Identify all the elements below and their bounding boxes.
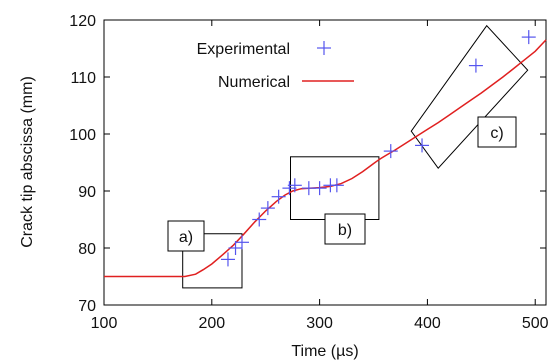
y-axis-label: Crack tip abscissa (mm)	[19, 76, 36, 248]
x-axis-label: Time (µs)	[291, 343, 358, 360]
annotation-label: b)	[338, 222, 352, 239]
experimental-point	[415, 138, 430, 153]
x-tick-label: 400	[414, 315, 441, 332]
experimental-point	[282, 181, 297, 196]
annotation-box	[410, 24, 529, 169]
legend-label: Numerical	[218, 74, 290, 91]
annotation-label-box	[167, 220, 205, 252]
y-tick-label: 120	[69, 13, 96, 30]
annotation-label-box	[477, 116, 517, 148]
legend: Experimental Numerical	[197, 41, 354, 91]
y-tick-label: 80	[78, 241, 96, 258]
annotation-label: a)	[179, 229, 193, 246]
experimental-point	[287, 178, 302, 193]
experimental-point	[468, 58, 483, 73]
plot-frame	[103, 19, 547, 306]
legend-label: Experimental	[197, 41, 290, 58]
annotation-label: c)	[490, 125, 503, 142]
annotation-boxes: a) b) c)	[167, 24, 529, 289]
experimental-point	[271, 189, 286, 204]
x-tick-label: 200	[198, 315, 225, 332]
experimental-point	[252, 212, 267, 227]
experimental-point	[234, 235, 249, 250]
experimental-point	[383, 144, 398, 159]
experimental-point	[260, 201, 275, 216]
experimental-point	[521, 30, 536, 45]
y-tick-label: 90	[78, 184, 96, 201]
x-tick-label: 300	[306, 315, 333, 332]
experimental-series	[220, 30, 536, 267]
experimental-point	[329, 178, 344, 193]
y-tick-label: 100	[69, 127, 96, 144]
experimental-point	[220, 252, 235, 267]
y-tick-label: 110	[70, 70, 96, 87]
experimental-point	[228, 241, 243, 255]
experimental-point	[312, 181, 327, 196]
annotation-label-box	[324, 213, 366, 245]
x-tick-label: 100	[91, 315, 118, 332]
axis-ticks: 100 200 300 400 500 70 80 90 100 110 120	[69, 13, 548, 332]
annotation-box	[182, 233, 243, 289]
plot-border	[103, 19, 547, 306]
x-tick-label: 500	[522, 315, 549, 332]
y-tick-label: 70	[78, 298, 96, 315]
